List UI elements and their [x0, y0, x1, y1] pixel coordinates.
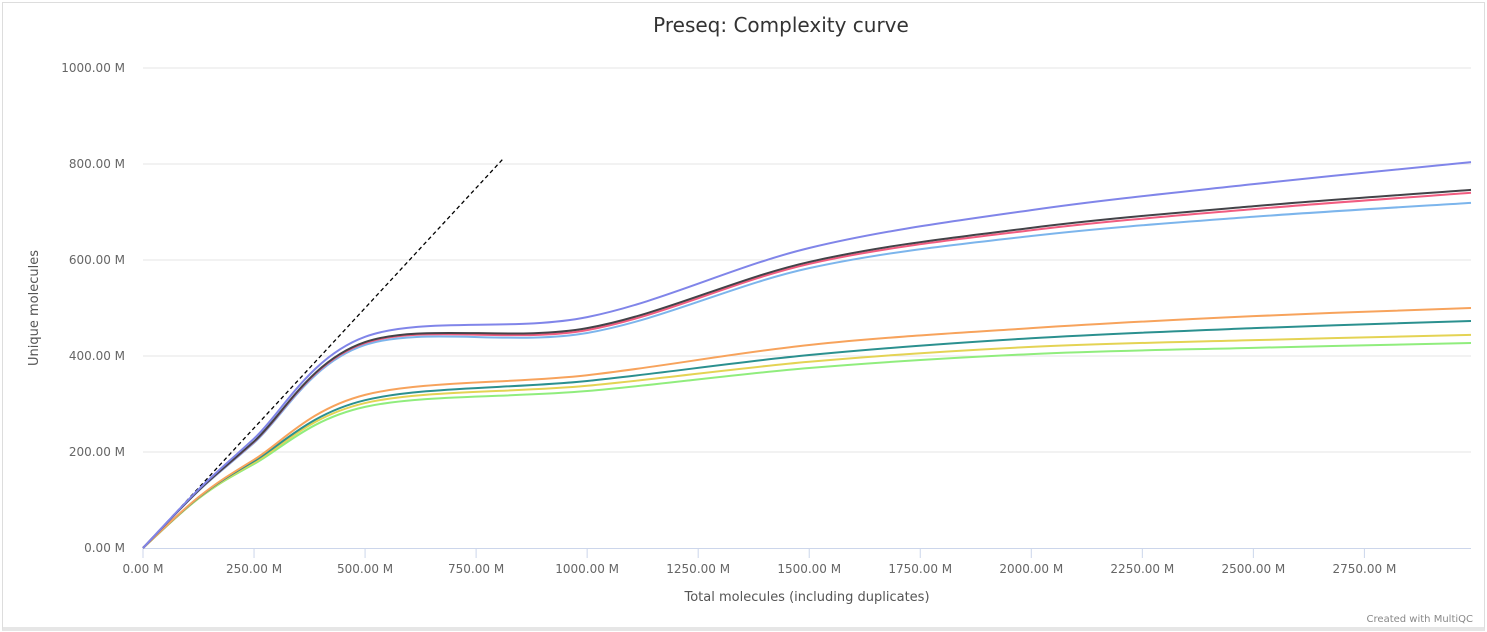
series-line: [142, 188, 1472, 549]
x-tick-label: 1500.00 M: [777, 562, 841, 576]
y-axis-label: Unique molecules: [27, 250, 42, 366]
x-tick-label: 0.00 M: [123, 562, 164, 576]
x-tick-label: 250.00 M: [226, 562, 282, 576]
series-line: [142, 342, 1472, 549]
y-tick-label: 0.00 M: [84, 541, 125, 555]
series-line: [142, 201, 1472, 549]
x-tick-label: 1250.00 M: [666, 562, 730, 576]
y-tick-label: 400.00 M: [69, 349, 125, 363]
series-line: [142, 191, 1472, 549]
x-tick-label: 2500.00 M: [1221, 562, 1285, 576]
reference-line: [142, 158, 504, 549]
x-tick-label: 1750.00 M: [888, 562, 952, 576]
x-tick-label: 2750.00 M: [1333, 562, 1397, 576]
y-tick-label: 200.00 M: [69, 445, 125, 459]
series-line: [142, 333, 1472, 549]
y-tick-label: 800.00 M: [69, 157, 125, 171]
x-tick-label: 1000.00 M: [555, 562, 619, 576]
series-line: [142, 307, 1472, 549]
x-axis-label: Total molecules (including duplicates): [683, 590, 929, 605]
chart-title: Preseq: Complexity curve: [653, 13, 909, 37]
x-tick-label: 2000.00 M: [999, 562, 1063, 576]
y-tick-label: 1000.00 M: [61, 61, 125, 75]
series-line: [142, 319, 1472, 549]
x-tick-label: 750.00 M: [448, 562, 504, 576]
credit-text: Created with MultiQC: [1367, 614, 1473, 625]
x-tick-label: 2250.00 M: [1110, 562, 1174, 576]
y-tick-label: 600.00 M: [69, 253, 125, 267]
x-tick-label: 500.00 M: [337, 562, 393, 576]
series-line: [142, 161, 1472, 549]
